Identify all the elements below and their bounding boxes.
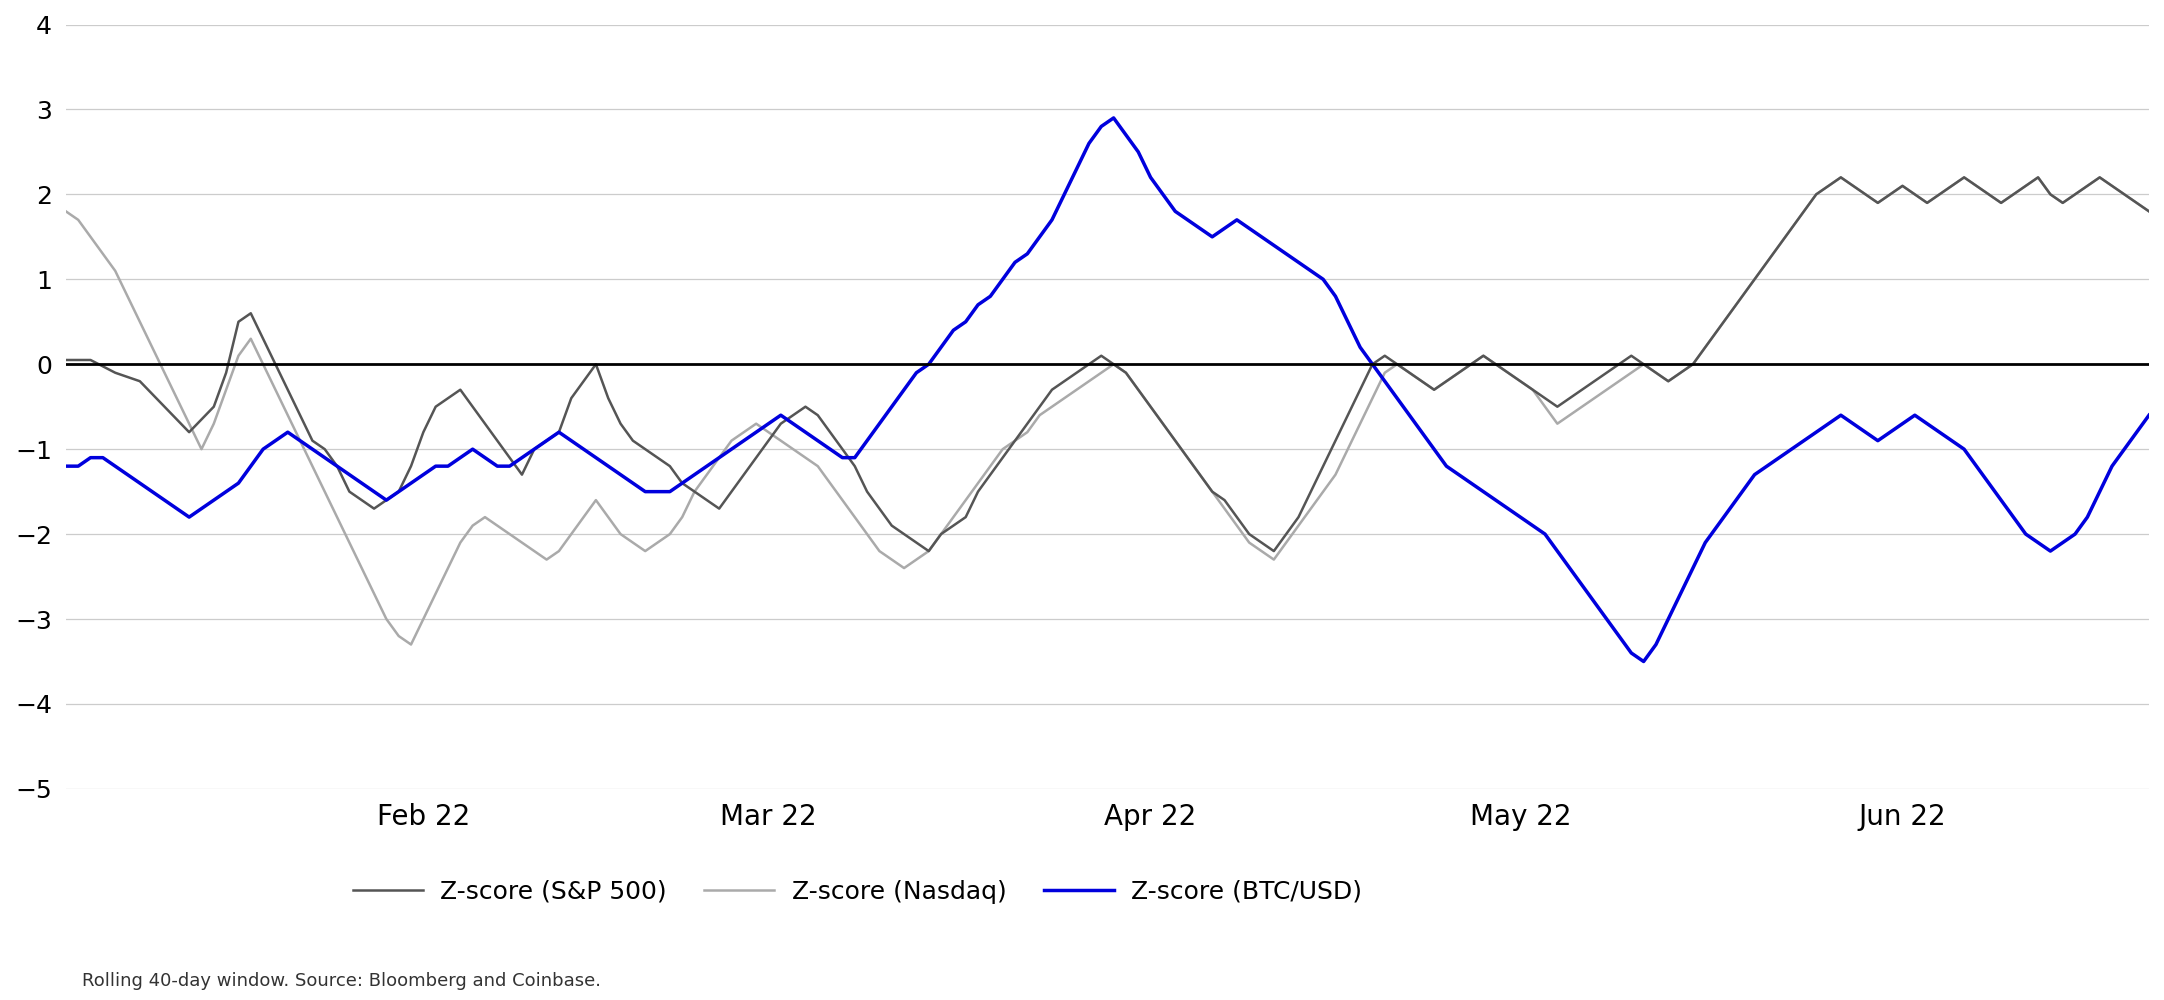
Legend: Z-score (S&P 500), Z-score (Nasdaq), Z-score (BTC/USD): Z-score (S&P 500), Z-score (Nasdaq), Z-s… xyxy=(342,870,1372,914)
Text: Rolling 40-day window. Source: Bloomberg and Coinbase.: Rolling 40-day window. Source: Bloomberg… xyxy=(82,972,602,990)
